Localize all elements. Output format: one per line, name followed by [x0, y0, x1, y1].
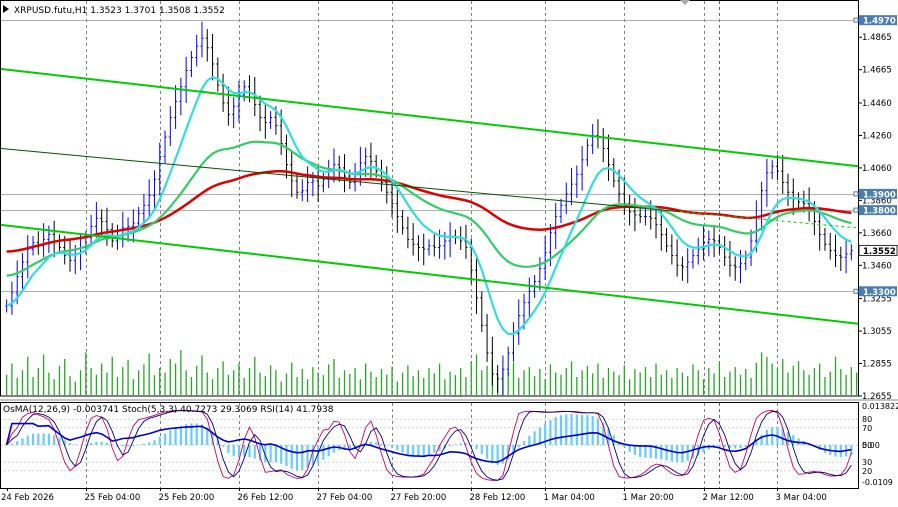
x-tick-label: 28 Feb 12:00	[470, 493, 526, 503]
grid	[0, 1, 858, 488]
title-arrow-icon	[3, 5, 9, 13]
x-tick-label: 24 Feb 2026	[1, 493, 54, 503]
ind-tick-label: 0.013822	[862, 402, 898, 411]
level-price-tag: 1.3900	[853, 188, 897, 200]
price-tag-label: 1.4970	[863, 17, 896, 27]
ind-tick-label: -0.0109	[862, 478, 893, 487]
y-tick-label: 1.2855	[862, 360, 892, 370]
y-tick-label: 1.4665	[862, 66, 892, 76]
price-tag-box	[859, 286, 897, 297]
price-tag-label: 1.3300	[863, 288, 896, 298]
price-tag-box	[859, 15, 897, 26]
y-tick-label: 1.3660	[862, 229, 892, 239]
y-tick-label: 1.4260	[862, 131, 892, 141]
price-tag-box	[859, 188, 897, 199]
channel-lower-line	[0, 223, 859, 325]
y-tick-label: 1.4460	[862, 99, 892, 109]
rsi-line	[5, 422, 852, 463]
main-frame	[0, 0, 859, 397]
ind-tick-label: 30	[862, 458, 872, 467]
ind-tick-label: 80	[862, 415, 872, 424]
ind-tick-label: 0.00	[862, 441, 880, 450]
x-tick-label: 2 Mar 12:00	[703, 493, 754, 503]
level-price-tag: 1.3300	[853, 286, 897, 298]
channel-upper-line	[0, 67, 859, 168]
x-tick-label: 27 Feb 04:00	[317, 493, 373, 503]
stoch-main-line	[6, 409, 852, 481]
price-pane[interactable]	[0, 21, 859, 396]
price-tag-marker	[853, 207, 859, 213]
x-tick-label: 1 Mar 20:00	[623, 493, 674, 503]
level-price-tag: 1.4970	[853, 15, 897, 27]
ind-tick-label: 70	[862, 424, 872, 433]
price-tag-box	[859, 205, 897, 216]
x-tick-label: 1 Mar 04:00	[544, 493, 595, 503]
x-tick-label: 26 Feb 12:00	[238, 493, 294, 503]
current-price-tag: 1.3552	[858, 244, 898, 257]
level-price-tag: 1.3800	[853, 205, 897, 217]
ind-tick-label: 50	[862, 441, 872, 450]
price-tag-marker	[853, 191, 859, 197]
y-tick-label: 1.3055	[862, 327, 892, 337]
x-tick-label: 25 Feb 20:00	[159, 493, 215, 503]
price-tag-label: 1.3800	[863, 207, 896, 217]
indicator-frame	[0, 402, 859, 489]
indicator-title: OsMA(12,26,9) -0.003741 Stoch(5,3,3) 40.…	[3, 405, 334, 415]
sma-144-line	[6, 140, 852, 277]
chart-shift-icon[interactable]	[680, 0, 690, 5]
y-tick-label: 1.3860	[862, 196, 892, 206]
price-tag-label: 1.3552	[863, 247, 896, 257]
y-tick-label: 1.4865	[862, 33, 892, 43]
price-tag-label: 1.3900	[863, 190, 896, 200]
indicator-pane[interactable]	[5, 409, 853, 481]
y-tick-label: 1.4060	[862, 164, 892, 174]
stoch-signal-line	[6, 410, 852, 481]
x-tick-label: 25 Feb 04:00	[85, 493, 141, 503]
x-tick-label: 3 Mar 04:00	[776, 493, 827, 503]
sma-200-line	[6, 169, 852, 253]
chart-title: XRPUSD.futu,H1 1.3523 1.3701 1.3508 1.35…	[14, 6, 225, 16]
y-tick-label: 1.3255	[862, 295, 892, 305]
sma-50-line	[6, 76, 852, 336]
ind-tick-label: 20	[862, 467, 872, 476]
x-tick-label: 27 Feb 20:00	[391, 493, 447, 503]
price-tag-marker	[853, 17, 859, 23]
y-tick-label: 1.3460	[862, 261, 892, 271]
price-tag-box	[858, 244, 898, 256]
y-tick-label: 1.2655	[862, 392, 892, 402]
price-tag-marker	[853, 288, 859, 294]
channel-mid-line	[0, 147, 681, 213]
